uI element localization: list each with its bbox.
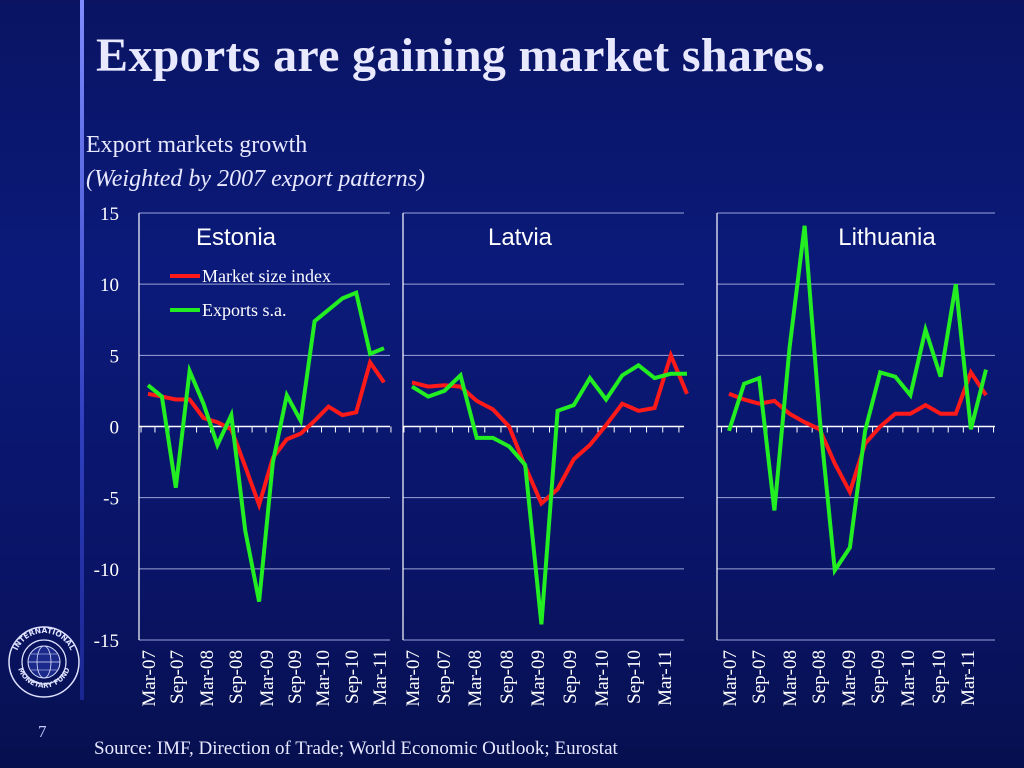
x-tick-label: Sep-10 xyxy=(342,650,363,704)
panel-name-estonia: Estonia xyxy=(196,224,277,251)
x-tick-label: Mar-07 xyxy=(403,650,424,707)
x-tick-label: Mar-09 xyxy=(528,650,549,707)
x-tick-label: Sep-07 xyxy=(434,650,455,704)
x-tick-label: Mar-07 xyxy=(139,650,160,707)
exports-line-lithuania xyxy=(727,225,988,577)
chart-subnote: (Weighted by 2007 export patterns) xyxy=(86,166,426,192)
x-tick-label: Mar-09 xyxy=(257,650,278,707)
legend-label-market-size: Market size index xyxy=(202,266,331,286)
y-tick-label: 15 xyxy=(100,204,119,225)
x-tick-label: Sep-08 xyxy=(497,650,518,704)
x-tick-label: Sep-07 xyxy=(167,650,188,704)
y-tick-label: 0 xyxy=(110,418,120,439)
x-tick-label: Sep-10 xyxy=(929,650,950,704)
x-tick-label: Mar-08 xyxy=(465,650,486,707)
x-tick-label: Sep-08 xyxy=(226,650,247,704)
panel-name-lithuania: Lithuania xyxy=(838,224,936,251)
x-tick-label: Mar-11 xyxy=(958,650,979,706)
x-tick-label: Mar-10 xyxy=(898,650,919,707)
y-tick-label: -10 xyxy=(94,560,119,581)
x-tick-label: Sep-07 xyxy=(749,650,770,704)
exports-line-estonia xyxy=(146,289,385,602)
x-tick-label: Mar-10 xyxy=(592,650,613,707)
left-accent-bar xyxy=(80,0,84,700)
legend-label-exports: Exports s.a. xyxy=(202,300,287,320)
page-number: 7 xyxy=(38,722,47,741)
y-tick-label: -15 xyxy=(94,631,119,652)
x-tick-label: Sep-08 xyxy=(809,650,830,704)
x-tick-label: Mar-11 xyxy=(655,650,676,706)
panel-name-latvia: Latvia xyxy=(488,224,553,251)
x-tick-label: Mar-11 xyxy=(370,650,391,706)
x-tick-label: Sep-09 xyxy=(285,650,306,704)
y-tick-label: 5 xyxy=(110,346,120,367)
source-note: Source: IMF, Direction of Trade; World E… xyxy=(94,738,618,759)
x-tick-label: Sep-09 xyxy=(868,650,889,704)
x-tick-label: Mar-07 xyxy=(720,650,741,707)
x-tick-label: Sep-10 xyxy=(624,650,645,704)
exports-line-latvia xyxy=(410,362,687,625)
x-tick-label: Mar-09 xyxy=(839,650,860,707)
chart-subtitle: Export markets growth xyxy=(86,132,308,158)
x-tick-label: Mar-10 xyxy=(313,650,334,707)
x-tick-label: Sep-09 xyxy=(560,650,581,704)
slide-title: Exports are gaining market shares. xyxy=(96,29,826,82)
x-tick-label: Mar-08 xyxy=(780,650,801,707)
y-tick-label: -5 xyxy=(103,489,119,510)
market-size-line-lithuania xyxy=(728,367,988,498)
imf-seal-icon: INTERNATIONAL MONETARY FUND xyxy=(8,626,80,698)
x-tick-label: Mar-08 xyxy=(197,650,218,707)
y-tick-label: 10 xyxy=(100,275,119,296)
